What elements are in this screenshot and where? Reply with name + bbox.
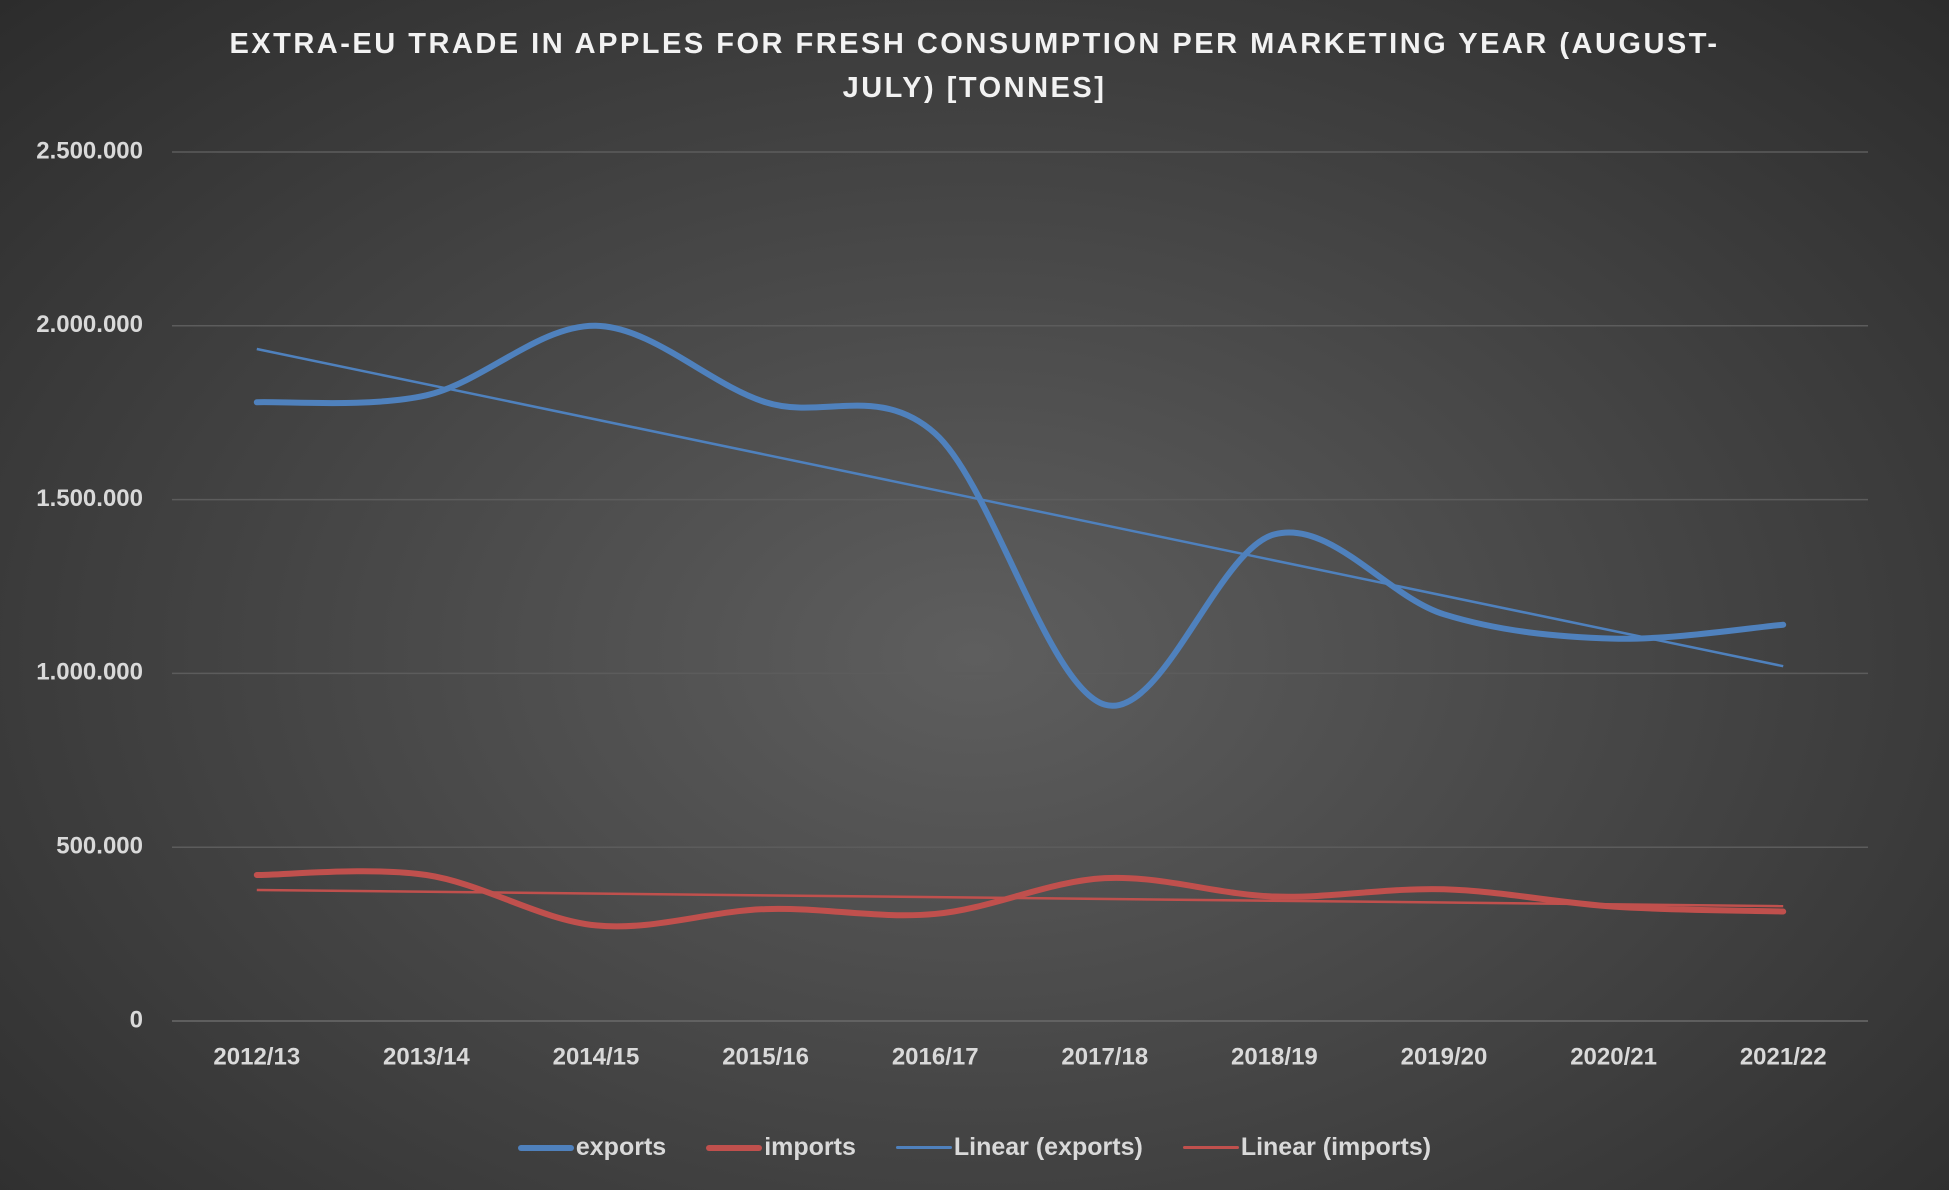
x-tick-label: 2013/14 [383,1043,470,1070]
x-tick-label: 2017/18 [1061,1043,1148,1070]
x-tick-label: 2016/17 [892,1043,979,1070]
series-line [253,868,1787,930]
x-tick-label: 2020/21 [1570,1043,1657,1070]
legend-swatch [895,1146,952,1149]
legend-label: exports [575,1133,667,1161]
x-tick-label: 2014/15 [553,1043,640,1070]
y-tick-label: 1.000.000 [36,659,143,686]
y-tick-label: 0 [130,1006,143,1033]
legend-label: Linear (exports) [953,1133,1143,1161]
legend-item: Linear (imports) [1182,1133,1432,1162]
y-tick-label: 2.500.000 [36,137,143,164]
legend-swatch [706,1144,763,1151]
x-tick-label: 2015/16 [722,1043,809,1070]
y-tick-label: 2.000.000 [36,311,143,338]
legend-label: Linear (imports) [1240,1133,1432,1161]
chart-title: EXTRA-EU TRADE IN APPLES FOR FRESH CONSU… [229,28,1720,104]
y-tick-label: 500.000 [56,833,143,860]
legend-item: Linear (exports) [895,1133,1143,1162]
trend-line [256,347,1784,668]
legend-item: imports [706,1133,856,1162]
y-tick-label: 1.500.000 [36,485,143,512]
legend-label: imports [764,1133,856,1161]
x-tick-label: 2021/22 [1740,1043,1827,1070]
legend-item: exports [517,1133,667,1162]
trend-line [256,888,1784,908]
x-tick-label: 2019/20 [1401,1043,1488,1070]
x-tick-label: 2018/19 [1231,1043,1318,1070]
series-line [253,322,1787,709]
legend: exports imports Linear (exports) Linear (im… [0,1133,1949,1162]
legend-swatch [1182,1146,1239,1149]
legend-swatch [517,1144,574,1151]
x-tick-label: 2012/13 [213,1043,300,1070]
